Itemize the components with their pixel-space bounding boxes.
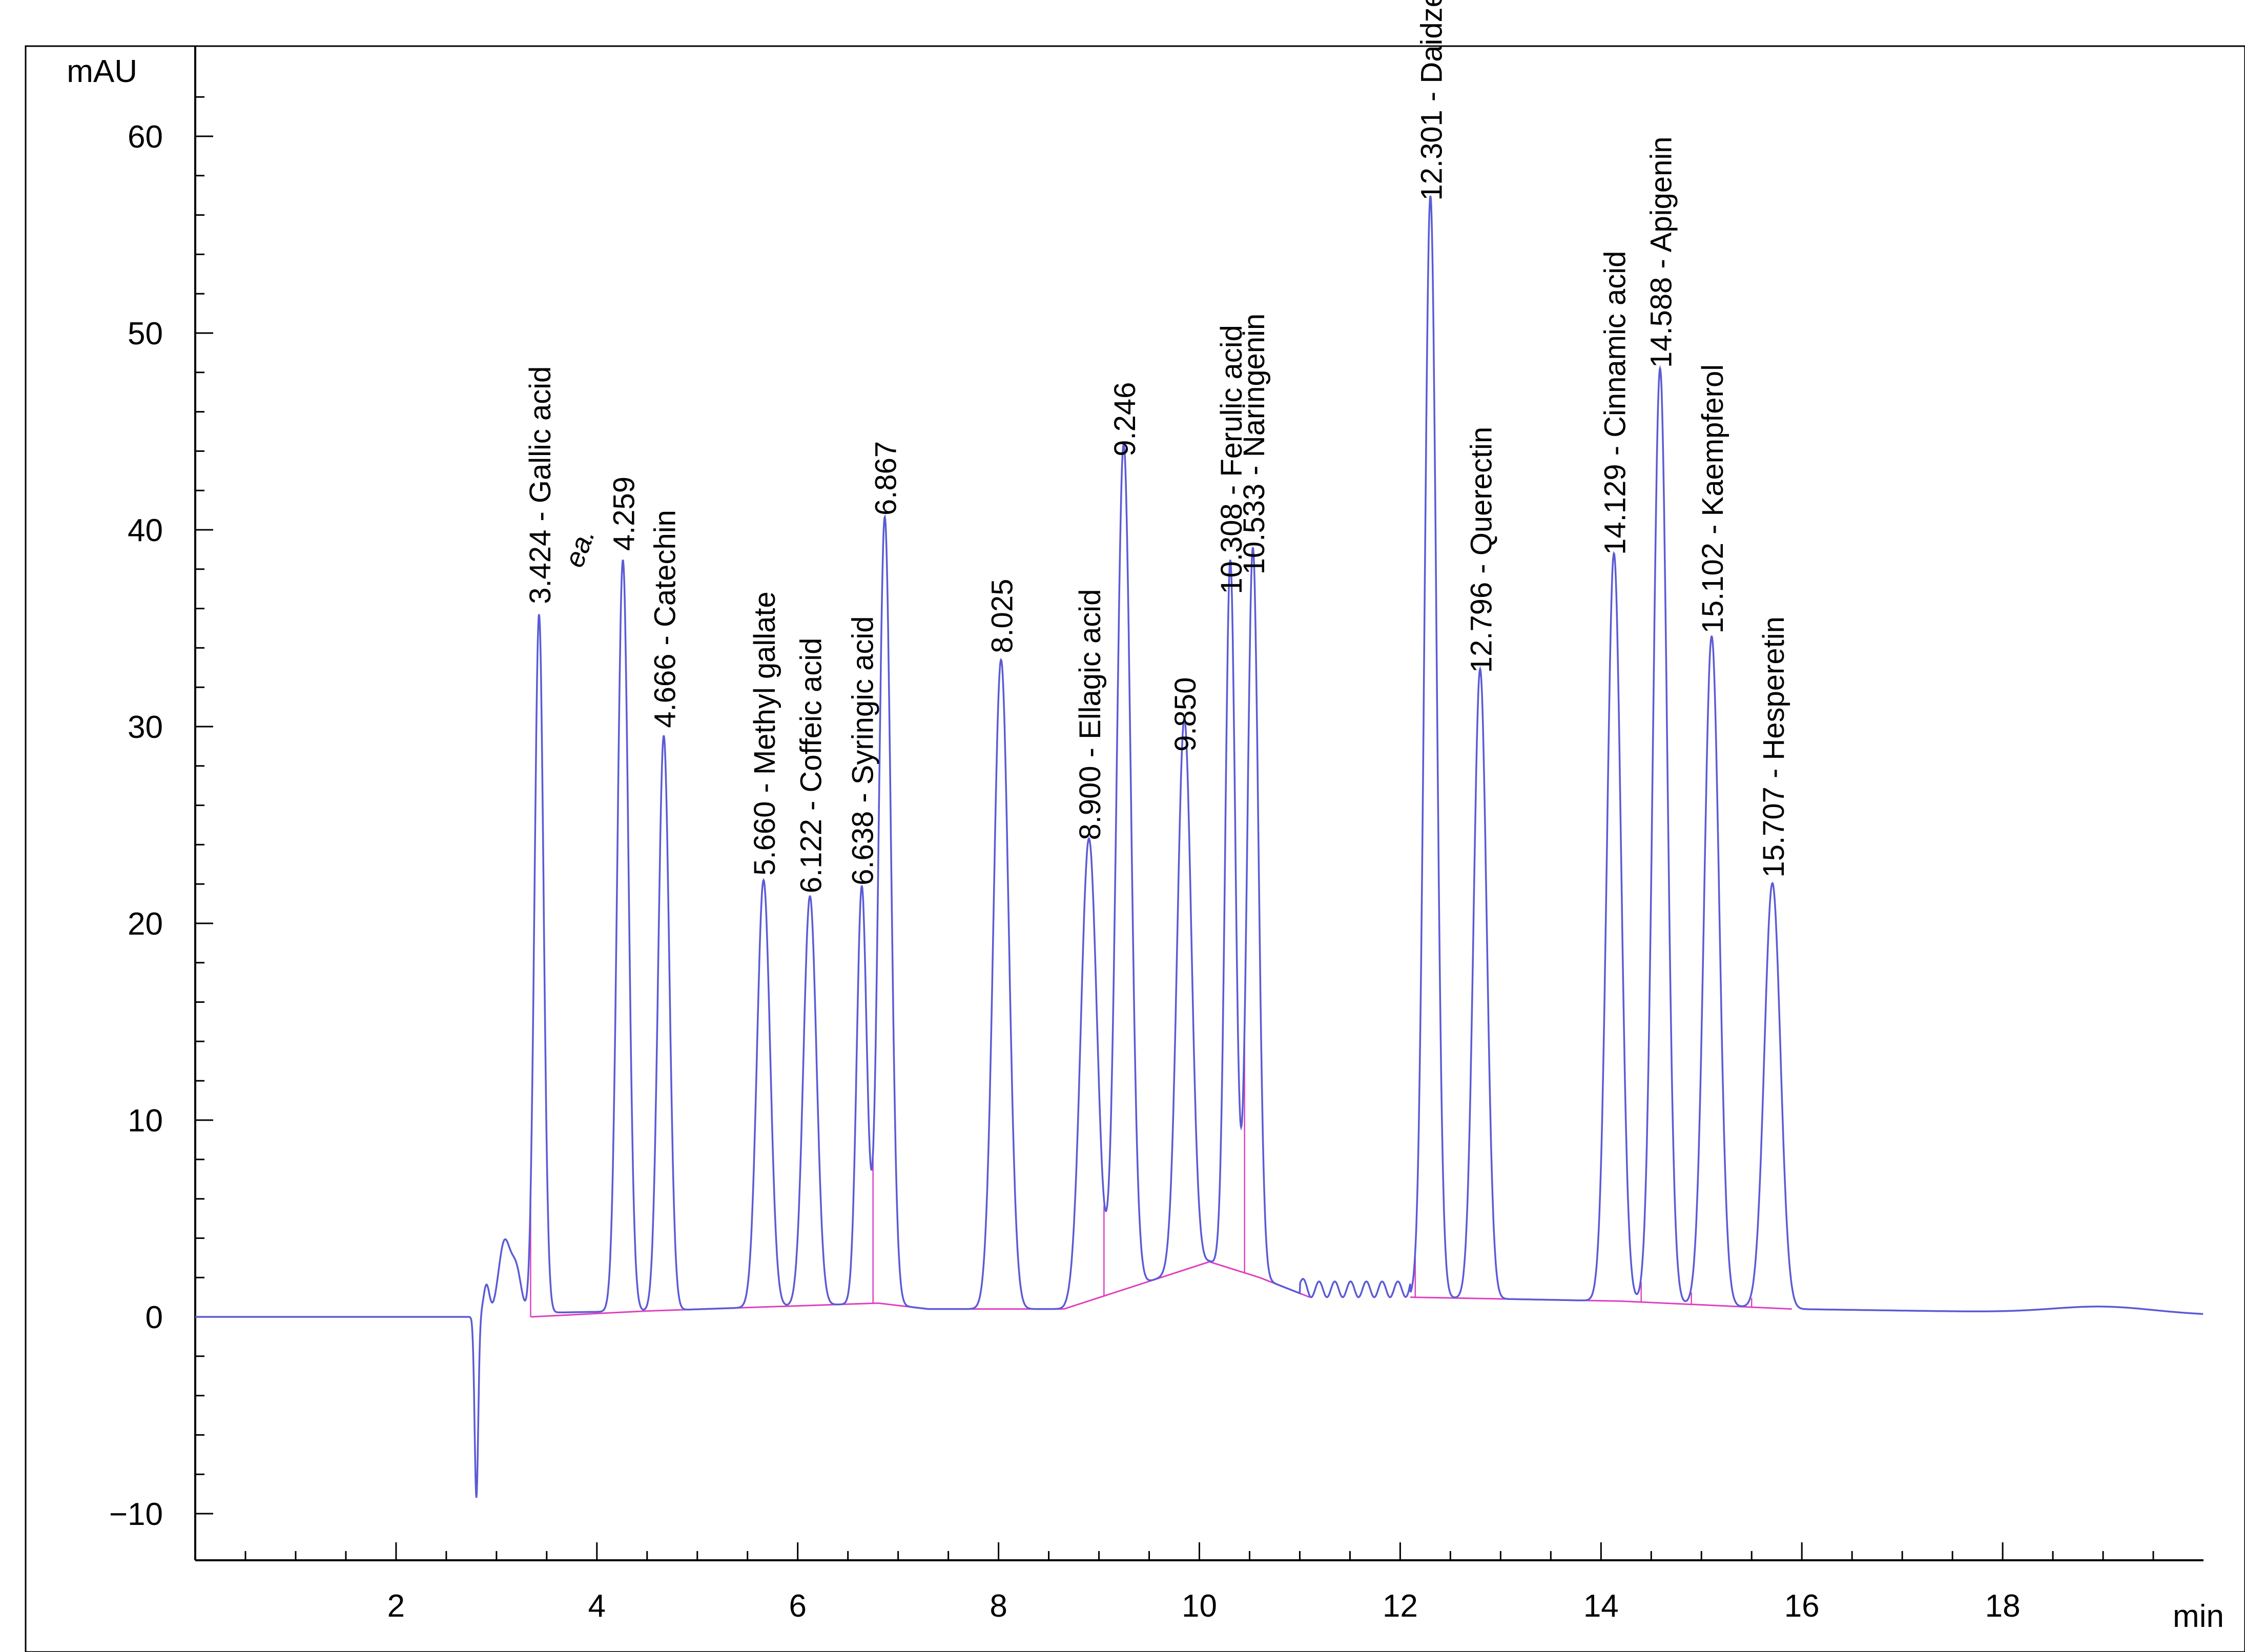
x-tick-label: 16 — [1784, 1588, 1820, 1624]
peak-label: 8.025 — [985, 579, 1019, 653]
peak-label: 12.301 - Daidzein — [1415, 0, 1448, 201]
integration-baseline — [1063, 1261, 1210, 1310]
x-tick-label: 2 — [387, 1588, 405, 1624]
y-tick-label: −10 — [109, 1497, 163, 1532]
x-tick-label: 6 — [789, 1588, 806, 1624]
y-axis-unit-label: mAU — [67, 54, 137, 89]
peak-label: 4.666 - Catechin — [648, 510, 682, 728]
x-tick-label: 18 — [1985, 1588, 2021, 1624]
peak-label: 12.796 - Querectin — [1465, 427, 1498, 673]
peak-label: 6.867 — [870, 441, 903, 515]
peak-label: 14.588 - Apigenin — [1645, 137, 1678, 368]
peak-label: 4.259 — [608, 477, 641, 551]
y-tick-label: 30 — [128, 710, 163, 745]
peak-label-layer: 3.424 - Gallic acid 4.259 4.666 - Catechin… — [524, 0, 1790, 893]
peak-label: 10.533 - Naringenin — [1238, 314, 1271, 574]
peak-label: 14.129 - Cinnamic acid — [1599, 251, 1632, 555]
y-tick-label: 50 — [128, 316, 163, 352]
x-tick-label: 8 — [990, 1588, 1007, 1624]
y-tick-label: 60 — [128, 119, 163, 155]
peak-label: 6.122 - Coffeic acid — [795, 638, 828, 894]
peak-label: 6.638 - Syringic acid — [847, 616, 880, 885]
chromatogram-trace — [195, 195, 2203, 1498]
peak-label: 15.707 - Hesperetin — [1757, 616, 1790, 877]
peak-label: 10.308 - Ferulic acid — [1215, 325, 1248, 594]
peak-label: 5.660 - Methyl gallate — [748, 591, 781, 876]
peak-label: 15.102 - Kaempferol — [1696, 364, 1729, 634]
peak-label: 3.424 - Gallic acid — [524, 366, 557, 604]
integration-baseline-layer — [530, 1033, 1792, 1318]
peak-label: 9.246 — [1108, 382, 1142, 457]
peak-label: 9.850 — [1169, 677, 1202, 752]
integration-baseline — [1209, 1261, 1260, 1278]
frame-layer: 2 4 6 8 10 12 14 16 18 −10 0 10 20 30 40 50 60 — [25, 45, 2245, 1652]
x-tick-label: 10 — [1182, 1588, 1217, 1624]
y-tick-label: 40 — [128, 513, 163, 548]
y-tick-label: 0 — [146, 1300, 163, 1335]
overlap-label-fragment: ea. — [559, 525, 601, 571]
x-axis-unit-label: min — [2173, 1599, 2224, 1634]
plot-border — [25, 45, 2245, 1652]
x-tick-label: 4 — [588, 1588, 606, 1624]
x-tick-label: 14 — [1583, 1588, 1619, 1624]
x-tick-label: 12 — [1383, 1588, 1418, 1624]
y-tick-label: 10 — [128, 1103, 163, 1139]
integration-baseline — [530, 1310, 647, 1318]
trace-layer — [195, 195, 2203, 1498]
y-tick-label: 20 — [128, 906, 163, 942]
integration-baseline — [1621, 1300, 1792, 1310]
peak-label: 8.900 - Ellagic acid — [1074, 589, 1107, 840]
